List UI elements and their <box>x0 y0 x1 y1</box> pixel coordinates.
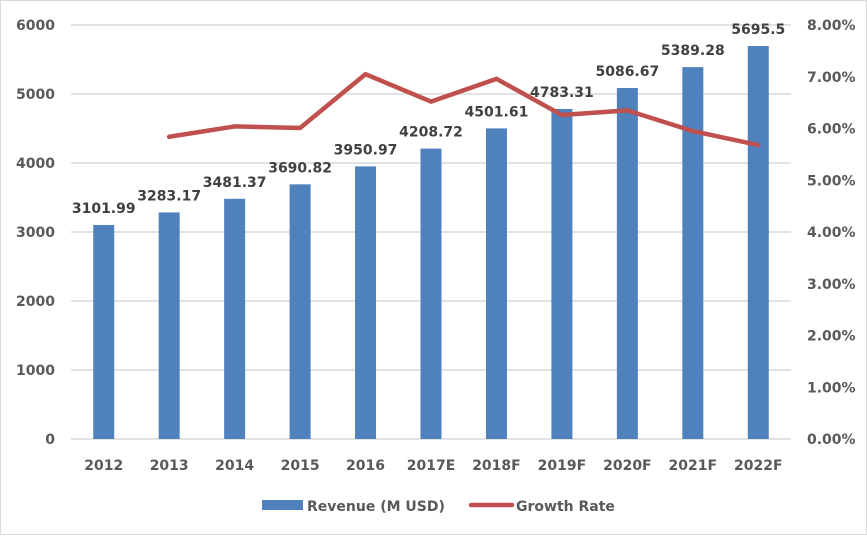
x-axis-tick-label: 2013 <box>150 458 189 474</box>
bar-data-label: 5695.5 <box>731 22 785 38</box>
right-axis-tick-label: 4.00% <box>807 225 856 241</box>
x-axis-tick-label: 2014 <box>215 458 254 474</box>
right-axis-tick-label: 2.00% <box>807 329 856 345</box>
legend-label-revenue: Revenue (M USD) <box>307 499 445 515</box>
bar-data-label: 3101.99 <box>72 201 136 217</box>
left-axis-tick-label: 0 <box>45 432 55 448</box>
revenue-bar <box>617 88 638 439</box>
bar-data-label: 3690.82 <box>268 160 332 176</box>
legend-label-growth-rate: Growth Rate <box>516 499 615 515</box>
left-axis-tick-label: 2000 <box>16 294 55 310</box>
x-axis-tick-label: 2017E <box>407 458 456 474</box>
x-axis-tick-label: 2021F <box>669 458 718 474</box>
revenue-bar <box>551 109 572 439</box>
x-axis-tick-label: 2015 <box>281 458 320 474</box>
bar-data-label: 3950.97 <box>334 142 398 158</box>
right-axis-tick-label: 7.00% <box>807 70 856 86</box>
bar-data-label: 5389.28 <box>661 43 725 59</box>
bar-data-label: 4783.31 <box>530 85 594 101</box>
revenue-bar <box>355 166 376 439</box>
revenue-bars <box>93 46 769 439</box>
bar-data-label: 5086.67 <box>595 64 659 80</box>
left-axis-tick-label: 6000 <box>16 18 55 34</box>
left-axis-tick-label: 4000 <box>16 156 55 172</box>
right-axis-tick-label: 5.00% <box>807 173 856 189</box>
left-axis-labels: 0 1000 2000 3000 4000 5000 6000 <box>16 18 55 448</box>
x-axis-tick-label: 2012 <box>84 458 123 474</box>
revenue-bar <box>421 149 442 439</box>
right-axis-tick-label: 1.00% <box>807 380 856 396</box>
x-axis-labels: 2012 2013 2014 2015 2016 2017E 2018F 2019F 2020F… <box>84 458 782 474</box>
right-axis-labels: 0.00% 1.00% 2.00% 3.00% 4.00% 5.00% 6.00% 7.00%… <box>807 18 856 448</box>
left-axis-tick-label: 5000 <box>16 87 55 103</box>
bar-data-label: 3283.17 <box>137 188 201 204</box>
revenue-bar <box>682 67 703 439</box>
legend-swatch-revenue <box>262 500 303 510</box>
bar-data-label: 4208.72 <box>399 125 463 141</box>
revenue-bar <box>224 199 245 439</box>
left-axis-tick-label: 3000 <box>16 225 55 241</box>
revenue-bar <box>93 225 114 439</box>
x-axis-tick-label: 2019F <box>538 458 587 474</box>
revenue-bar <box>159 212 180 439</box>
x-axis-tick-label: 2020F <box>603 458 652 474</box>
x-axis-tick-label: 2022F <box>734 458 783 474</box>
right-axis-tick-label: 6.00% <box>807 122 856 138</box>
right-axis-tick-label: 0.00% <box>807 432 856 448</box>
legend: Revenue (M USD) Growth Rate <box>262 499 615 515</box>
bar-data-label: 3481.37 <box>203 175 267 191</box>
x-axis-tick-label: 2018F <box>472 458 521 474</box>
revenue-bar <box>290 184 311 439</box>
left-axis-tick-label: 1000 <box>16 363 55 379</box>
revenue-bar <box>748 46 769 439</box>
bar-data-label: 4501.61 <box>465 104 529 120</box>
right-axis-tick-label: 3.00% <box>807 277 856 293</box>
x-axis-tick-label: 2016 <box>346 458 385 474</box>
revenue-bar <box>486 128 507 439</box>
right-axis-tick-label: 8.00% <box>807 18 856 34</box>
